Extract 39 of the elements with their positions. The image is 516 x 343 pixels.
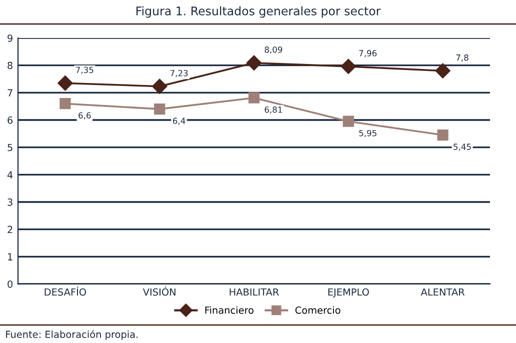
- y-tick-label: 2: [8, 226, 12, 234]
- point: [340, 58, 356, 74]
- point: [152, 78, 168, 94]
- x-tick-label: HABILITAR: [230, 288, 279, 296]
- chart-title: Figura 1. Resultados generales por sector: [136, 6, 381, 18]
- y-tick-label: 9: [8, 34, 12, 42]
- source-note: Fuente: Elaboración propia.: [6, 330, 138, 340]
- data-label: 7,8: [456, 54, 468, 62]
- y-tick-label: 1: [8, 253, 12, 260]
- y-tick-label: 4: [7, 171, 13, 178]
- point: [154, 104, 166, 115]
- point: [58, 76, 73, 91]
- y-tick-label: 0: [8, 280, 12, 288]
- y-tick-label: 3: [8, 198, 12, 206]
- y-tick-label: 6: [8, 116, 13, 124]
- x-tick-label: VISIÓN: [142, 286, 176, 296]
- point: [248, 92, 260, 104]
- data-label: 7,96: [359, 50, 377, 58]
- data-label: 7,35: [76, 66, 94, 74]
- point: [60, 98, 71, 110]
- x-tick-label: DESAFÍO: [44, 286, 86, 296]
- legend-label: Comercio: [295, 306, 340, 314]
- y-tick-label: 8: [8, 62, 12, 70]
- data-label: 5,45: [454, 144, 471, 151]
- y-tick-label: 5: [8, 144, 12, 152]
- data-label: 6,4: [173, 118, 186, 125]
- point: [437, 129, 448, 141]
- data-label: 6,81: [264, 106, 282, 114]
- y-tick-label: 7: [8, 89, 12, 96]
- point: [342, 116, 354, 127]
- point: [435, 63, 450, 78]
- legend-label: Financiero: [205, 306, 254, 314]
- point: [246, 55, 262, 70]
- data-label: 6,6: [78, 112, 91, 120]
- data-label: 5,95: [359, 130, 376, 138]
- x-tick-label: ALENTAR: [420, 288, 465, 296]
- x-tick-label: EJEMPLO: [328, 288, 369, 298]
- data-label: 8,09: [264, 46, 282, 54]
- data-label: 7,23: [170, 70, 188, 78]
